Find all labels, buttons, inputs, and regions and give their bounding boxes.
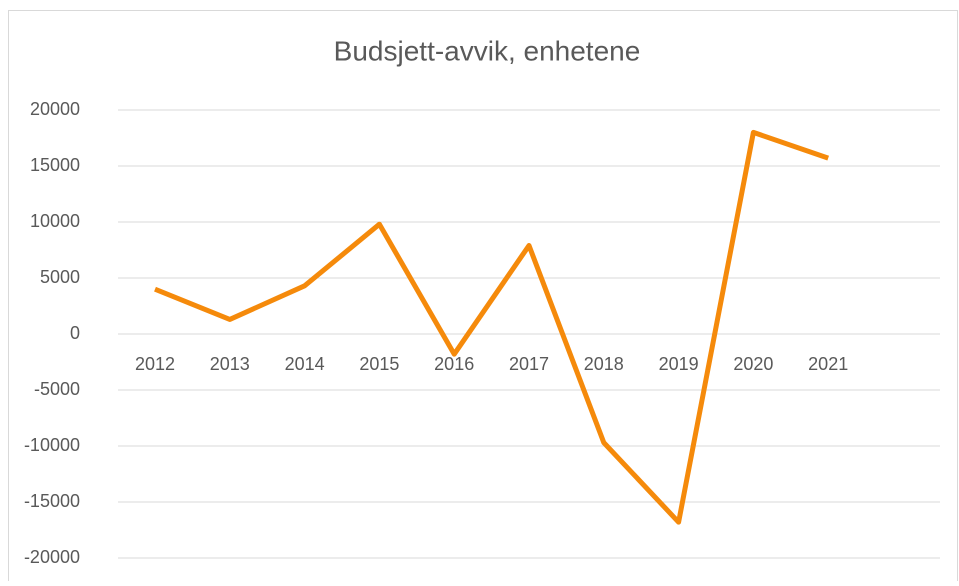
y-tick-label: 10000: [30, 211, 80, 231]
data-line: [154, 129, 830, 525]
x-tick-label: 2014: [285, 354, 325, 374]
x-tick-label: 2019: [659, 354, 699, 374]
y-tick-label: -15000: [24, 491, 80, 511]
y-tick-label: -20000: [24, 547, 80, 567]
x-tick-label: 2012: [135, 354, 175, 374]
chart-title: Budsjett-avvik, enhetene: [334, 35, 641, 66]
y-tick-label: -10000: [24, 435, 80, 455]
chart-border: [8, 10, 958, 586]
y-tick-label: 0: [70, 323, 80, 343]
y-tick-label: 20000: [30, 99, 80, 119]
x-tick-label: 2013: [210, 354, 250, 374]
y-tick-label: 5000: [40, 267, 80, 287]
x-tick-label: 2016: [434, 354, 474, 374]
x-tick-label: 2020: [733, 354, 773, 374]
x-tick-label: 2017: [509, 354, 549, 374]
y-tick-label: -5000: [34, 379, 80, 399]
x-tick-label: 2018: [584, 354, 624, 374]
x-tick-label: 2021: [808, 354, 848, 374]
x-tick-label: 2015: [359, 354, 399, 374]
y-tick-label: 15000: [30, 155, 80, 175]
